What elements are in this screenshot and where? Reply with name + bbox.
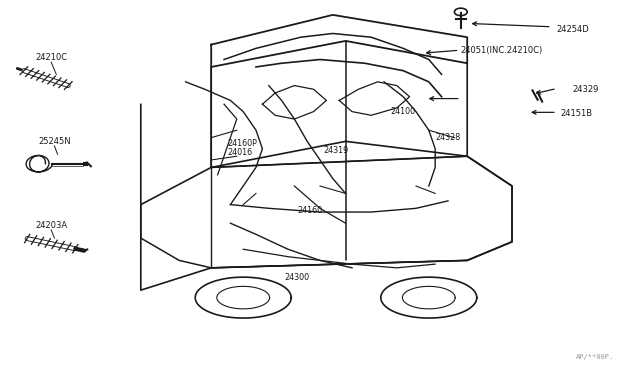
Text: 24329: 24329 bbox=[573, 85, 599, 94]
Text: 25245N: 25245N bbox=[38, 137, 71, 146]
Text: 24328: 24328 bbox=[435, 133, 460, 142]
Text: 24300: 24300 bbox=[285, 273, 310, 282]
Text: 24051(INC.24210C): 24051(INC.24210C) bbox=[461, 46, 543, 55]
Text: 24319: 24319 bbox=[323, 146, 348, 155]
Text: AP/**00P.: AP/**00P. bbox=[576, 354, 614, 360]
Text: 24016: 24016 bbox=[227, 148, 252, 157]
Text: 24160: 24160 bbox=[298, 206, 323, 215]
Text: 24151B: 24151B bbox=[560, 109, 592, 118]
Text: 24254D: 24254D bbox=[557, 25, 589, 34]
Text: 24160P: 24160P bbox=[227, 139, 257, 148]
Text: 24203A: 24203A bbox=[35, 221, 67, 230]
Text: 24100: 24100 bbox=[390, 107, 415, 116]
Text: 24210C: 24210C bbox=[35, 53, 67, 62]
